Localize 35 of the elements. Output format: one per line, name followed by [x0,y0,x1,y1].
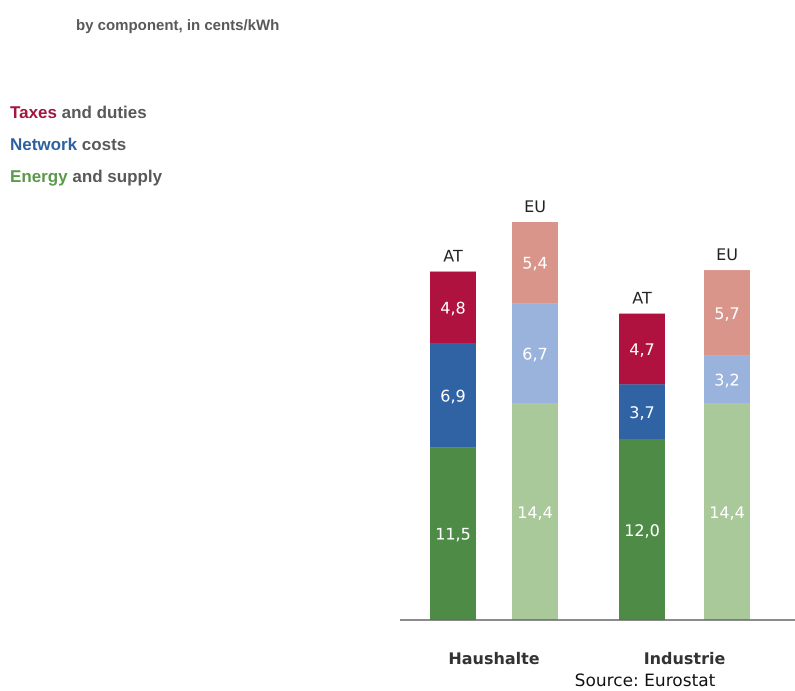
data-label: 4,7 [629,340,655,359]
bar [619,314,665,384]
source-note: Source: Eurostat [574,671,716,691]
data-label: 6,9 [440,386,466,406]
data-label: 5,7 [714,304,740,323]
x-tick-label: AT [632,288,652,308]
bar [512,404,558,620]
bar [619,440,665,620]
x-axis-title: Haushalte [448,649,540,668]
data-label: 14,4 [709,502,745,522]
data-label: 5,4 [522,254,548,273]
x-axis-title: Industrie [644,649,726,668]
bar [512,303,558,404]
data-label: 12,0 [624,520,660,540]
bar [704,270,750,356]
data-label: 3,7 [629,402,655,422]
data-label: 4,8 [440,298,466,318]
data-label: 3,2 [714,370,740,390]
data-label: 6,7 [522,344,548,364]
bar [619,384,665,440]
text: by component, in cents/kWh [76,17,280,34]
bar [430,344,476,448]
data-label: 11,5 [435,524,471,544]
text: Energy and supply [10,167,163,186]
x-tick-label: EU [716,245,738,264]
x-tick-label: EU [524,197,546,216]
bar [704,356,750,404]
bar [512,222,558,304]
bar [430,447,476,620]
bar [430,272,476,344]
data-label: 14,4 [517,502,553,522]
bar [704,404,750,620]
text: Taxes and duties [10,103,147,122]
text: Network costs [10,135,126,154]
x-tick-label: AT [443,246,463,266]
